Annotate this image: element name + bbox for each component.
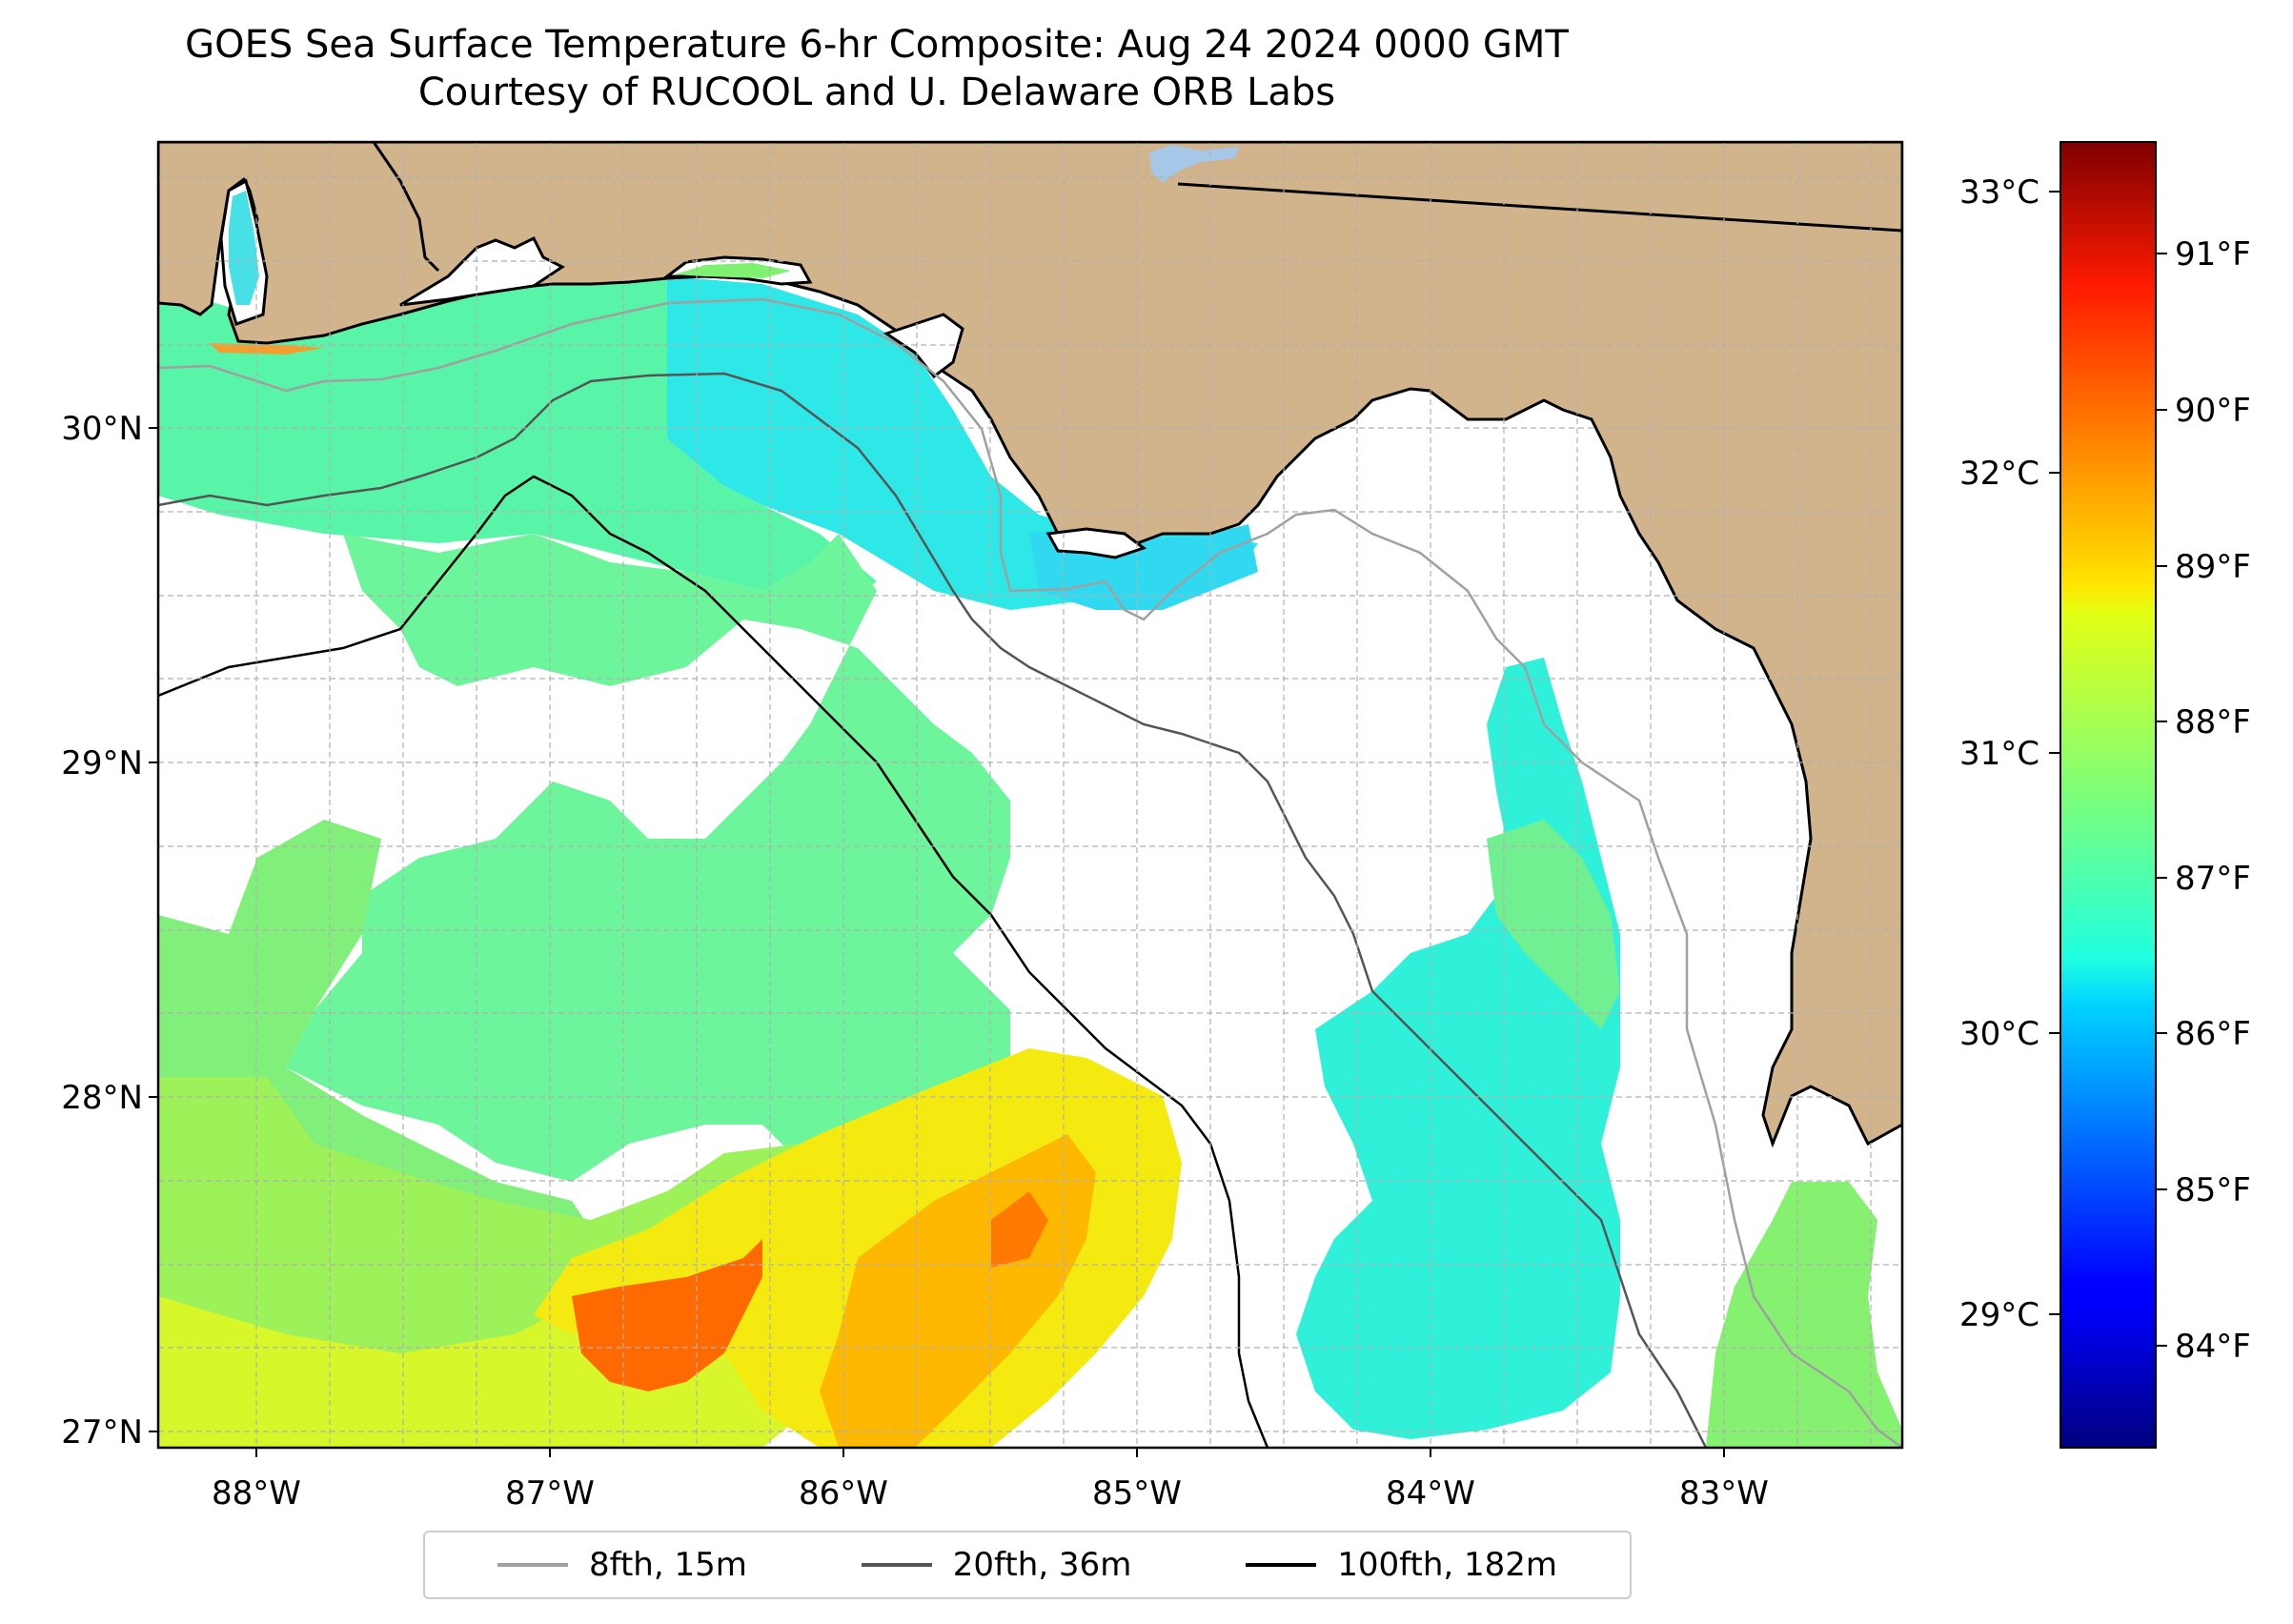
choctawhatchee-sst	[675, 263, 791, 278]
colorbar-label-84f: 84°F	[2175, 1328, 2251, 1366]
colorbar-label-87f: 87°F	[2175, 860, 2251, 898]
lon-label-88w: 88°W	[212, 1474, 301, 1512]
lon-label-83w: 83°W	[1679, 1474, 1769, 1512]
colorbar-label-30c: 30°C	[1959, 1015, 2039, 1053]
gridlines	[158, 142, 1902, 1448]
legend-label-182m: 100fth, 182m	[1337, 1546, 1558, 1584]
pensacola-bay	[399, 235, 565, 307]
sst-hot-core-2	[991, 1191, 1048, 1268]
colorbar-label-86f: 86°F	[2175, 1015, 2251, 1053]
map-frame	[156, 140, 1904, 1450]
colorbar-celsius-ticks	[2049, 191, 2060, 1315]
lon-label-85w: 85°W	[1092, 1474, 1182, 1512]
lat-label-29n: 29°N	[61, 744, 143, 782]
colorbar-label-29c: 29°C	[1959, 1296, 2039, 1334]
apalachicola-bay	[1045, 527, 1147, 559]
mobile-bay-sst	[229, 191, 259, 305]
title-line-2: Courtesy of RUCOOL and U. Delaware ORB L…	[417, 71, 1336, 114]
lon-label-87w: 87°W	[505, 1474, 595, 1512]
colorbar-label-88f: 88°F	[2175, 703, 2251, 741]
map-area	[158, 142, 1902, 1448]
land-mass	[158, 142, 1902, 1148]
contour-36m	[158, 372, 1708, 1448]
legend-swatch-15m	[497, 1563, 568, 1567]
lat-label-30n: 30°N	[61, 410, 143, 448]
legend-label-15m: 8fth, 15m	[588, 1546, 747, 1584]
lat-label-27n: 27°N	[61, 1413, 143, 1451]
colorbar-label-91f: 91°F	[2175, 235, 2251, 274]
state-border	[1177, 182, 1902, 233]
colorbar-label-31c: 31°C	[1959, 735, 2039, 773]
lon-label-86w: 86°W	[799, 1474, 888, 1512]
contour-15m	[158, 297, 1902, 1448]
state-border-west	[372, 142, 440, 273]
lon-label-84w: 84°W	[1386, 1474, 1475, 1512]
sst-mid-green	[286, 534, 1010, 1201]
axis-ticks	[149, 427, 1725, 1457]
lat-label-28n: 28°N	[61, 1079, 143, 1117]
sst-southeast-green	[1706, 1182, 1902, 1448]
legend-item-15m: 8fth, 15m	[497, 1546, 747, 1584]
sst-east-green	[1487, 820, 1620, 1029]
colorbar	[2060, 141, 2157, 1449]
colorbar-label-89f: 89°F	[2175, 548, 2251, 586]
legend-label-36m: 20fth, 36m	[952, 1546, 1132, 1584]
lake	[1149, 145, 1239, 183]
colorbar-label-32c: 32°C	[1959, 455, 2039, 493]
sst-hot-core	[572, 1239, 762, 1391]
legend-swatch-36m	[861, 1563, 932, 1567]
sst-coast-warm-strip	[210, 343, 324, 355]
colorbar-fahrenheit-ticks	[2156, 253, 2167, 1347]
colorbar-label-85f: 85°F	[2175, 1171, 2251, 1209]
legend-swatch-182m	[1246, 1563, 1317, 1567]
colorbar-label-33c: 33°C	[1959, 173, 2039, 212]
colorbar-label-90f: 90°F	[2175, 392, 2251, 430]
contour-legend: 8fth, 15m 20fth, 36m 100fth, 182m	[423, 1531, 1632, 1599]
legend-item-182m: 100fth, 182m	[1246, 1546, 1557, 1584]
chart-title: GOES Sea Surface Temperature 6-hr Compos…	[0, 21, 1754, 116]
legend-item-36m: 20fth, 36m	[861, 1546, 1132, 1584]
sst-nearshore-cool	[667, 276, 1258, 610]
title-line-1: GOES Sea Surface Temperature 6-hr Compos…	[185, 23, 1569, 67]
